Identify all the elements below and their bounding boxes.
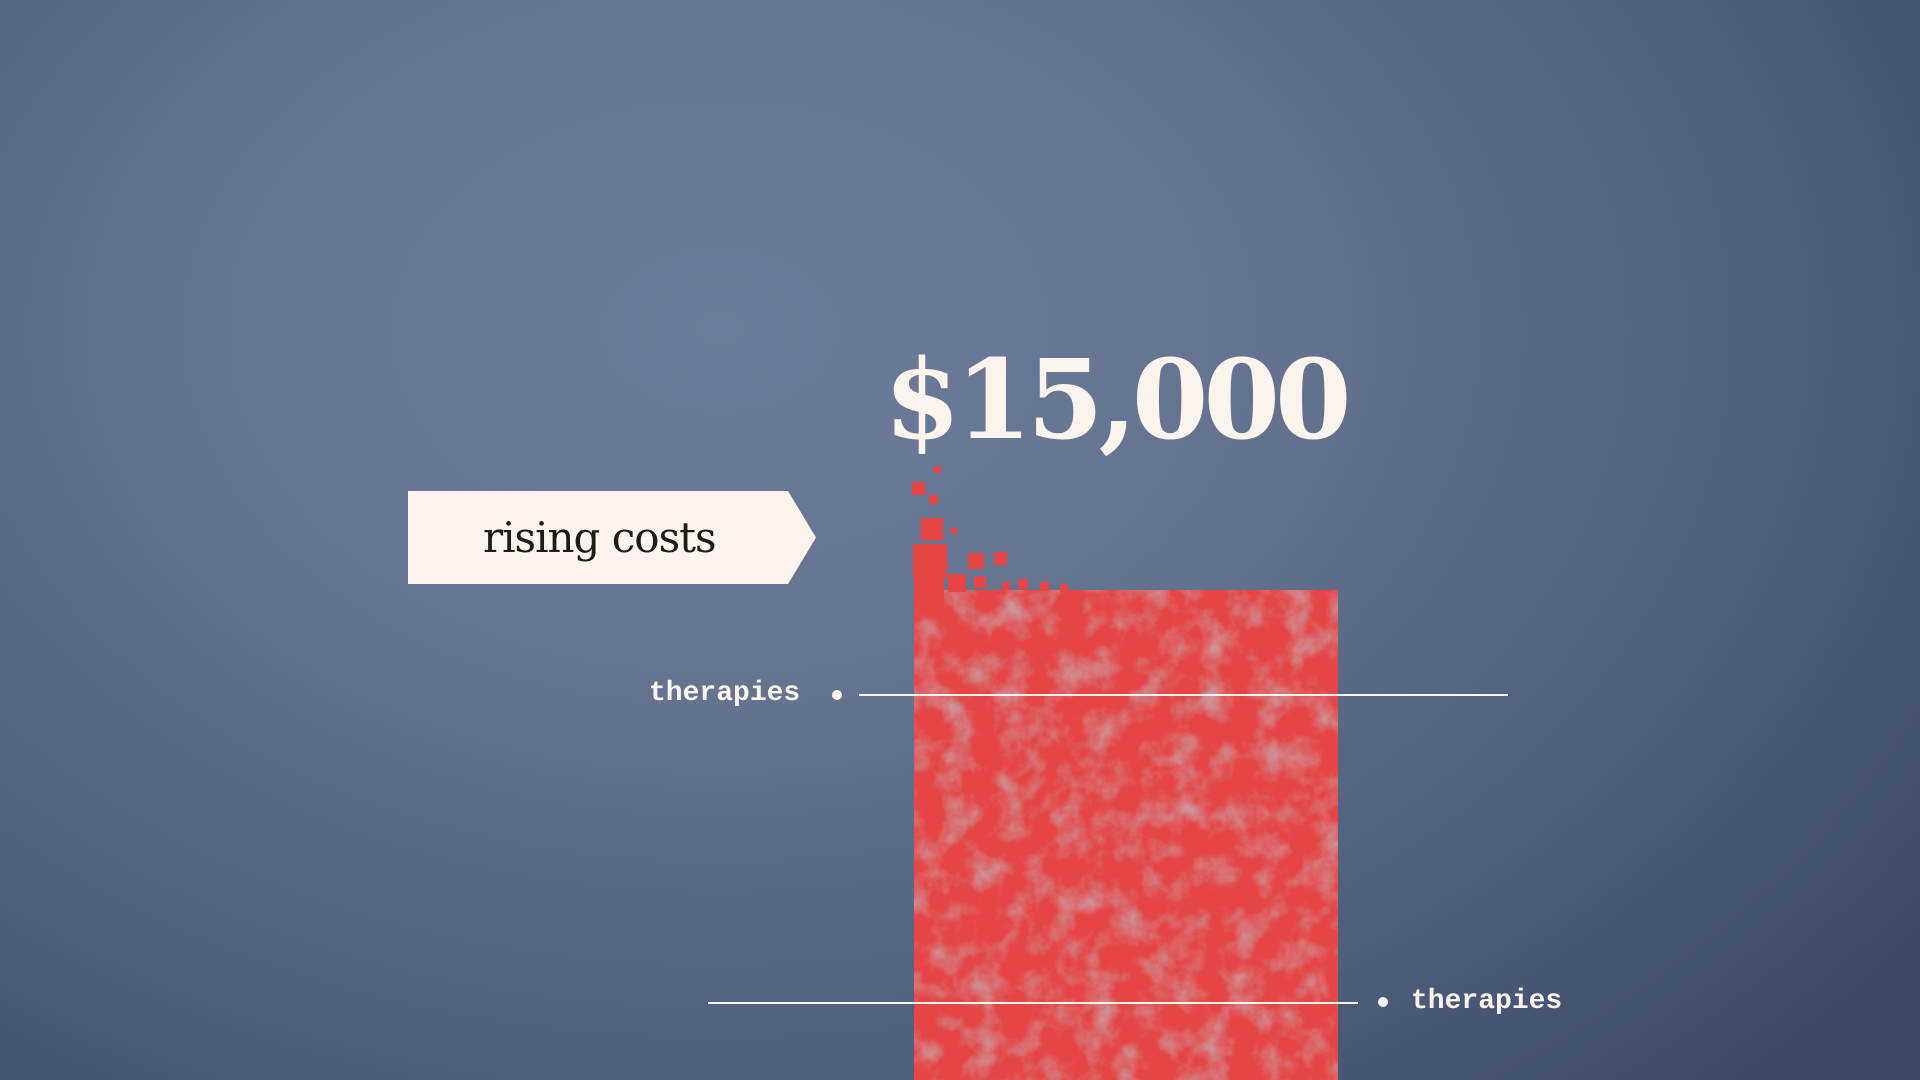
rising-costs-tag: rising costs [408,491,816,584]
tag-background [408,491,816,584]
bar-fragment [951,528,957,534]
bar-fragment [968,553,984,569]
annotation-label-right: therapies [1411,986,1563,1017]
annotation-dot-right [1378,997,1388,1007]
bar-fragment [913,544,947,578]
bar-value-label: $15,000 [884,335,1352,464]
bar-fragment [974,576,986,588]
bar-fragment [921,518,943,540]
bar-fragment [912,482,925,495]
annotation-label-left: therapies [649,678,801,709]
annotation-line-left [859,694,1508,696]
tag-arrow-shape [408,491,816,584]
bar-fragment [934,466,941,473]
annotation-dot-left [832,690,842,700]
bar-fragment [1002,582,1010,590]
bar-fragment [929,495,938,504]
bar-fragment [994,552,1007,565]
bar-fragment [1018,579,1028,589]
bar-fragment [948,574,966,592]
bar-texture [914,590,1338,1080]
bar-fragment [1060,584,1068,592]
tag-label: rising costs [483,513,717,562]
bar-fragment [914,578,944,608]
annotation-line-right [708,1002,1358,1004]
bar-fragment [1040,582,1049,591]
